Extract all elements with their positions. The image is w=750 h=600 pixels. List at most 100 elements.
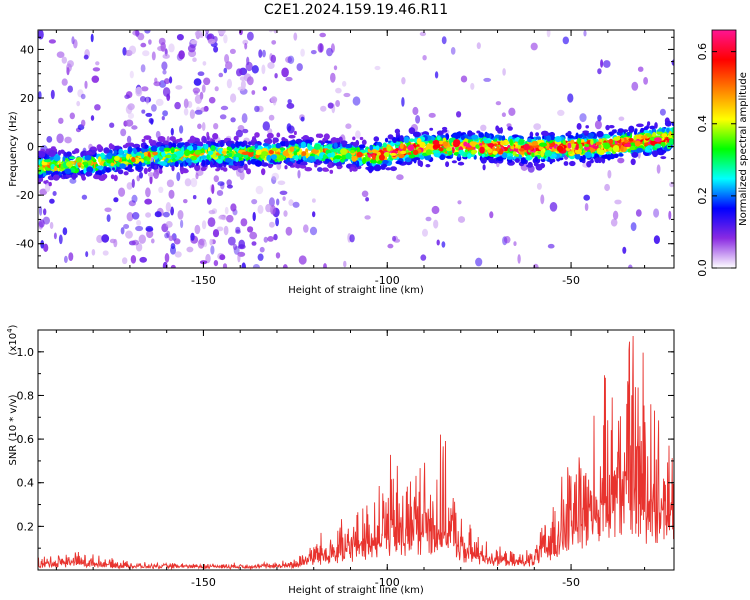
spectrogram-ridge-cell (353, 142, 357, 147)
colorbar-tick-label: 0.4 (696, 115, 709, 132)
colorbar-gradient (711, 29, 737, 269)
spectrogram-noise-cell (502, 68, 506, 76)
spectrogram-noise-cell (130, 254, 137, 264)
spectrogram-noise-cell (178, 50, 185, 60)
spectrogram-ridge-cell (221, 150, 227, 154)
spectrogram-ridge-cell (469, 141, 477, 147)
spectrogram-noise-cell (151, 51, 156, 61)
spectrogram-noise-cell (84, 80, 88, 89)
spectrogram-noise-cell (154, 211, 162, 218)
spectrogram-noise-cell (247, 226, 254, 233)
spectrogram-ridge-cell (350, 166, 356, 171)
spectrogram-ridge-cell (184, 149, 191, 157)
spectrogram-ridge-cell (334, 158, 338, 163)
spectrogram-ridge-cell (636, 148, 640, 154)
spectrogram-noise-cell (562, 36, 569, 45)
spectrogram-ridge-cell (174, 161, 179, 168)
spectrogram-ridge-cell (86, 166, 94, 173)
spectrogram-noise-cell (310, 50, 317, 55)
spectrogram-ridge-cell (378, 154, 385, 161)
spectrogram-noise-cell (251, 199, 258, 205)
spectrogram-noise-cell (147, 172, 155, 178)
spectrogram-ridge-cell (656, 131, 664, 135)
spectrogram-noise-cell (174, 251, 182, 258)
spectrogram-noise-cell (262, 49, 266, 58)
spectrogram-frame (37, 29, 675, 269)
spectrogram-noise-cell (226, 179, 232, 187)
spectrogram-ridge-cell (101, 173, 108, 179)
spectrogram-panel: -150 -100 -50 -40 -20 0 20 40 Height of straig… (8, 29, 675, 296)
spectrogram-ridge-cell (176, 142, 184, 149)
spectrogram-noise-cell (274, 73, 278, 79)
spectrogram-ridge-cell (91, 150, 97, 154)
spectrogram-noise-cell (419, 31, 427, 37)
spectrogram-noise-cell (205, 32, 209, 39)
spectrogram-ridge-cell (289, 158, 295, 162)
spectrogram-ridge-cell (261, 151, 268, 156)
spectrogram-ridge-cell (228, 152, 233, 157)
spectrogram-noise-cell (61, 78, 68, 86)
spectrogram-ridge-cell (613, 136, 621, 141)
spectrogram-noise-cell (218, 72, 224, 78)
spectrogram-noise-cell (207, 38, 216, 45)
spectrogram-noise-cell (94, 104, 101, 111)
spectrogram-ridge-cell (661, 133, 668, 138)
spectrogram-noise-cell (125, 230, 133, 239)
spectrogram-ridge-cell (375, 154, 379, 162)
spectrogram-noise-cell (43, 208, 47, 216)
spectrogram-ridge-cell (224, 157, 232, 163)
spectrogram-ridge-cell (636, 123, 644, 128)
spectrogram-noise-cell (146, 229, 154, 239)
spectrogram-noise-cell (567, 93, 574, 103)
x-tick-label: -50 (562, 274, 580, 287)
spectrogram-ridge-cell (429, 127, 434, 131)
spectrogram-noise-cell (127, 112, 135, 119)
spectrogram-ridge-cell (203, 138, 207, 144)
spectrogram-ridge-cell (527, 138, 532, 143)
spectrogram-ridge-cell (594, 157, 600, 164)
spectrogram-noise-cell (283, 210, 288, 217)
spectrogram-ridge-cell (243, 163, 248, 171)
spectrogram-noise-cell (212, 229, 220, 238)
spectrogram-noise-cell (349, 234, 355, 243)
x-tick-label: -100 (375, 576, 400, 589)
spectrogram-noise-cell (275, 217, 279, 227)
spectrogram-ridge-cell (114, 155, 120, 161)
spectrogram-ridge-cell (605, 124, 610, 131)
spectrogram-noise-cell (235, 229, 241, 234)
spectrogram-ridge-cell (76, 162, 83, 166)
spectrogram-noise-cell (229, 48, 236, 55)
spectrogram-ridge-cell (660, 141, 666, 147)
spectrogram-ridge-cell (350, 150, 355, 154)
spectrogram-ridge-cell (289, 146, 295, 152)
spectrogram-noise-cell (190, 177, 198, 188)
spectrogram-noise-cell (434, 71, 439, 79)
spectrogram-ridge-cell (123, 149, 128, 154)
spectrogram-noise-cell (293, 32, 298, 41)
spectrogram-ridge-cell (608, 138, 614, 145)
spectrogram-noise-cell (320, 105, 327, 112)
spectrogram-noise-cell (433, 219, 439, 229)
spectrogram-noise-cell (223, 34, 228, 44)
spectrogram-ridge-cell (313, 143, 321, 150)
spectrogram-noise-cell (205, 253, 211, 264)
spectrogram-ridge-cell (270, 154, 277, 160)
spectrogram-ridge-cell (581, 154, 586, 161)
spectrogram-ridge-cell (163, 147, 171, 152)
spectrogram-ridge-cell (596, 130, 604, 138)
spectrogram-noise-cell (635, 209, 642, 217)
spectrogram-noise-cell (364, 215, 371, 220)
spectrogram-ridge-cell (331, 137, 337, 143)
spectrogram-ridge-cell (512, 134, 519, 138)
spectrogram-noise-cell (39, 206, 43, 216)
spectrogram-noise-cell (148, 39, 152, 45)
spectrogram-noise-cell (273, 233, 278, 241)
spectrogram-ridge-cell (53, 165, 58, 172)
spectrogram-ridge-cell (157, 136, 166, 143)
spectrogram-noise-cell (668, 210, 672, 220)
spectrogram-noise-cell (235, 129, 243, 138)
spectrogram-noise-cell (90, 115, 95, 121)
spectrogram-ridge-cell (52, 174, 60, 181)
spectrogram-noise-cell (230, 93, 237, 103)
spectrogram-ridge-cell (585, 125, 589, 129)
